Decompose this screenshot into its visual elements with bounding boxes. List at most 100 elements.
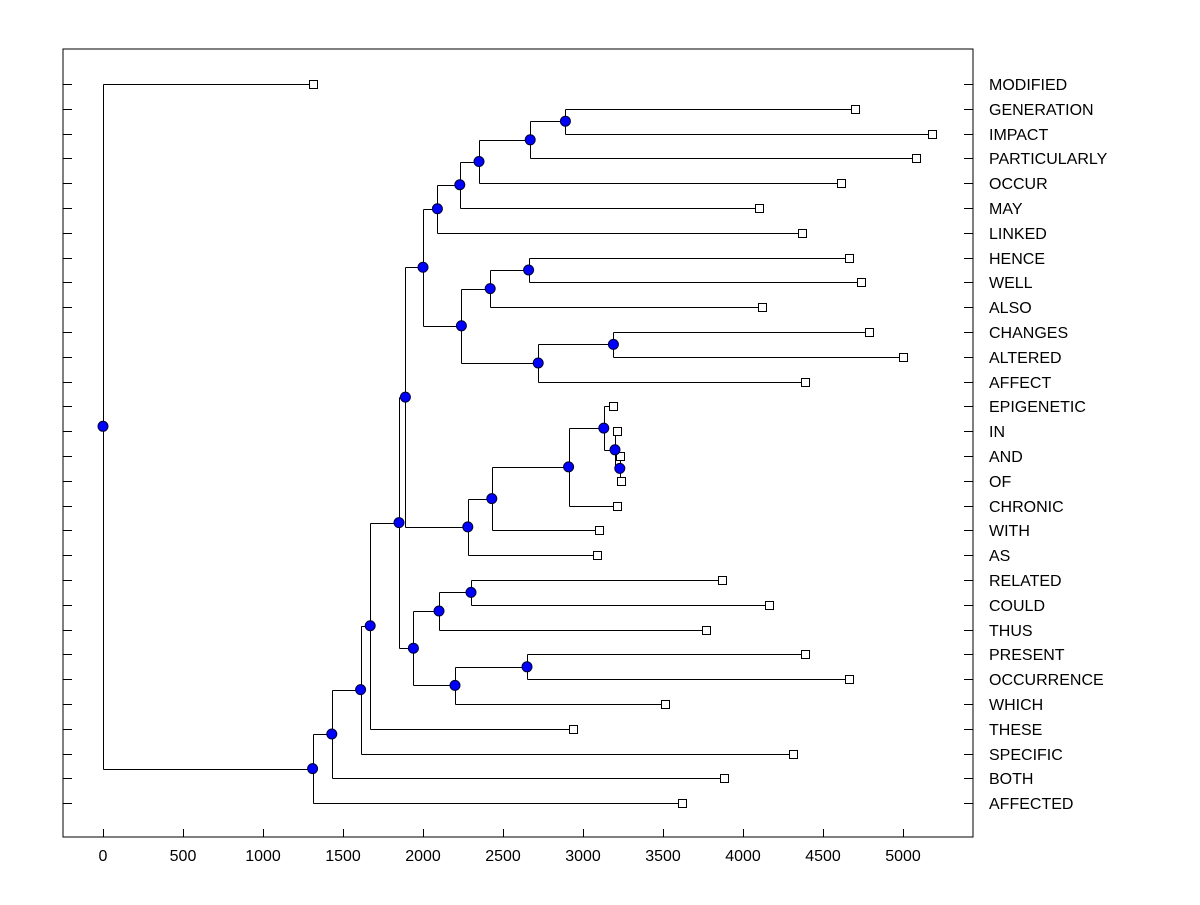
leaf-marker <box>765 601 774 610</box>
node-marker <box>431 203 443 215</box>
leaf-marker <box>569 725 578 734</box>
plot-frame <box>62 48 974 838</box>
leaf-label: AFFECTED <box>989 796 1073 813</box>
x-tick-group: 0 500 1000 1500 2000 2500 3000 3500 4000 4500 5000 <box>99 829 921 865</box>
leaf-marker <box>616 452 625 461</box>
x-tick-label: 3000 <box>565 848 601 865</box>
x-tick-label: 1500 <box>325 848 361 865</box>
node-marker <box>454 179 466 191</box>
leaf-label: WITH <box>989 523 1030 540</box>
leaf-label: EPIGENETIC <box>989 399 1086 416</box>
leaf-label: COULD <box>989 598 1045 615</box>
x-tick-label: 2000 <box>405 848 441 865</box>
node-marker <box>399 391 411 403</box>
leaf-label: OF <box>989 474 1011 491</box>
node-marker <box>407 642 419 654</box>
node-marker <box>355 684 367 696</box>
leaf-label: THESE <box>989 722 1042 739</box>
leaf-marker <box>661 700 670 709</box>
leaf-label: PRESENT <box>989 647 1065 664</box>
leaf-marker <box>613 502 622 511</box>
leaf-label: OCCURRENCE <box>989 672 1104 689</box>
node-marker <box>307 763 319 775</box>
leaf-label: SPECIFIC <box>989 747 1063 764</box>
leaf-marker <box>798 229 807 238</box>
leaf-marker <box>899 353 908 362</box>
leaf-marker <box>609 402 618 411</box>
node-marker <box>455 320 467 332</box>
node-marker <box>484 283 496 295</box>
leaf-label: ALTERED <box>989 350 1062 367</box>
node-marker <box>523 264 535 276</box>
node-marker <box>393 517 405 529</box>
leaf-marker <box>789 750 798 759</box>
leaf-label: IMPACT <box>989 127 1048 144</box>
leaf-label: CHRONIC <box>989 499 1064 516</box>
node-marker <box>486 493 498 505</box>
leaf-marker <box>718 576 727 585</box>
leaf-marker <box>845 675 854 684</box>
leaf-label: CHANGES <box>989 325 1068 342</box>
leaf-marker <box>912 154 921 163</box>
leaf-label-group: MODIFIED GENERATION IMPACT PARTICULARLY OCCU… <box>989 77 1108 813</box>
node-marker <box>465 586 477 598</box>
leaf-marker <box>595 526 604 535</box>
leaf-label: THUS <box>989 623 1033 640</box>
root-node-marker <box>97 420 109 432</box>
node-marker <box>326 728 338 740</box>
node-marker <box>417 261 429 273</box>
x-tick-label: 3500 <box>645 848 681 865</box>
leaf-label: ALSO <box>989 300 1032 317</box>
node-marker <box>449 679 461 691</box>
leaf-marker <box>857 278 866 287</box>
leaf-label: IN <box>989 424 1005 441</box>
leaf-marker <box>617 477 626 486</box>
leaf-marker <box>755 204 764 213</box>
node-marker <box>607 338 619 350</box>
leaf-label: GENERATION <box>989 102 1094 119</box>
leaf-marker-group <box>309 80 937 808</box>
x-tick-label: 1000 <box>245 848 281 865</box>
leaf-marker <box>865 328 874 337</box>
node-marker <box>433 605 445 617</box>
leaf-marker <box>593 551 602 560</box>
leaf-marker <box>702 626 711 635</box>
leaf-label: WELL <box>989 275 1033 292</box>
node-marker <box>462 521 474 533</box>
leaf-label: AS <box>989 548 1010 565</box>
leaf-marker <box>720 774 729 783</box>
leaf-label: AND <box>989 449 1023 466</box>
leaf-label: AFFECT <box>989 375 1051 392</box>
x-tick-label: 2500 <box>485 848 521 865</box>
leaf-label: PARTICULARLY <box>989 151 1108 168</box>
leaf-label: OCCUR <box>989 176 1048 193</box>
node-marker <box>521 661 533 673</box>
node-marker-group <box>97 115 626 775</box>
node-marker <box>609 444 621 456</box>
leaf-marker <box>851 105 860 114</box>
leaf-marker <box>758 303 767 312</box>
leaf-label: HENCE <box>989 251 1045 268</box>
leaf-marker <box>613 427 622 436</box>
leaf-marker <box>928 130 937 139</box>
leaf-label: MODIFIED <box>989 77 1067 94</box>
leaf-marker <box>309 80 318 89</box>
node-marker <box>559 115 571 127</box>
leaf-label: MAY <box>989 201 1023 218</box>
node-marker <box>364 620 376 632</box>
x-tick-label: 500 <box>170 848 197 865</box>
x-tick-label: 4500 <box>805 848 841 865</box>
leaf-label: LINKED <box>989 226 1047 243</box>
leaf-marker <box>678 799 687 808</box>
leaf-marker <box>845 254 854 263</box>
y-tick-group <box>63 84 973 804</box>
leaf-label: WHICH <box>989 697 1043 714</box>
x-tick-label: 5000 <box>885 848 921 865</box>
node-marker <box>532 357 544 369</box>
node-marker <box>473 156 485 167</box>
node-marker <box>614 462 626 474</box>
leaf-marker <box>801 378 810 387</box>
node-marker <box>524 134 536 146</box>
